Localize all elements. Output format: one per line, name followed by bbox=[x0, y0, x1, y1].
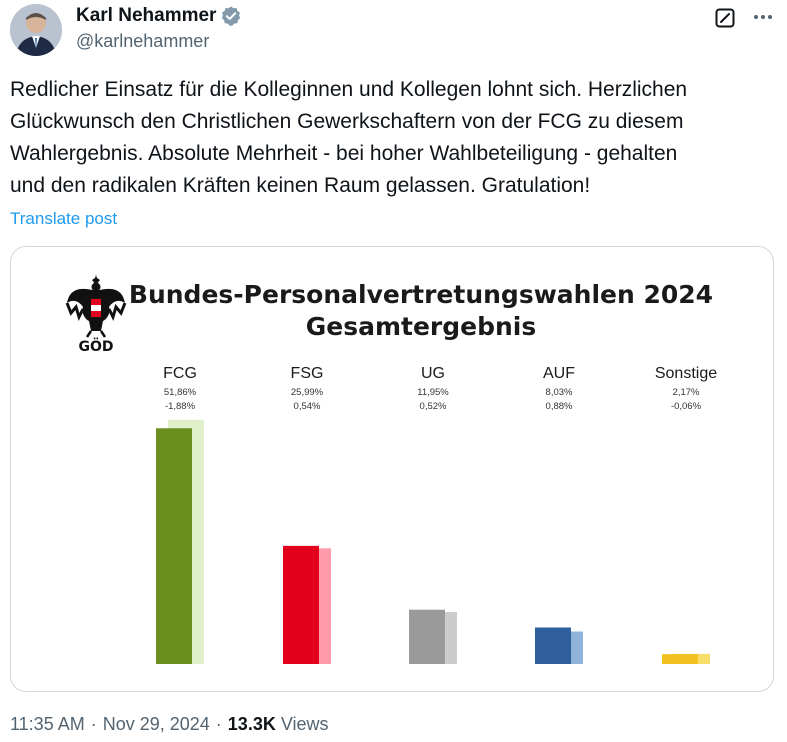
chart-labels: FCG 51,86% -1,88% FSG 25,99% 0,54% UG 11,95% 0,5… bbox=[163, 365, 717, 412]
translate-post-link[interactable]: Translate post bbox=[10, 209, 118, 228]
more-icon[interactable] bbox=[750, 4, 776, 30]
separator: · bbox=[215, 714, 222, 734]
chart-subtitle: Gesamtergebnis bbox=[306, 312, 537, 341]
avatar[interactable] bbox=[10, 4, 62, 56]
category-label: UG bbox=[421, 365, 445, 382]
category-label: Sonstige bbox=[655, 365, 717, 382]
change-label: -1,88% bbox=[165, 401, 196, 412]
post-text: Redlicher Einsatz für die Kolleginnen un… bbox=[10, 78, 688, 197]
change-label: 0,52% bbox=[420, 401, 447, 412]
value-label: 2,17% bbox=[673, 387, 700, 398]
author-display-name[interactable]: Karl Nehammer bbox=[76, 5, 217, 26]
author-handle[interactable]: @karlnehammer bbox=[76, 31, 210, 51]
verified-badge-icon bbox=[220, 5, 242, 27]
post-header: Karl Nehammer @karlnehammer bbox=[10, 4, 777, 56]
post-time[interactable]: 11:35 AM bbox=[10, 714, 85, 734]
change-label: -0,06% bbox=[671, 401, 702, 412]
change-label: 0,88% bbox=[546, 401, 573, 412]
bar-fcg bbox=[156, 428, 192, 664]
bar-auf bbox=[535, 627, 571, 664]
eagle-logo-icon bbox=[65, 275, 127, 338]
separator: · bbox=[90, 714, 97, 734]
chart-title: Bundes-Personalvertretungswahlen 2024 bbox=[129, 280, 713, 309]
category-label: FSG bbox=[291, 365, 324, 382]
chart-bars bbox=[156, 419, 710, 664]
post-media-image[interactable]: GÖD Bundes-Personalvertretungswahlen 202… bbox=[10, 246, 774, 692]
post-footer: 11:35 AM · Nov 29, 2024 · 13.3K Views bbox=[10, 714, 329, 735]
value-label: 25,99% bbox=[291, 387, 324, 398]
grok-icon[interactable] bbox=[715, 8, 735, 28]
bar-fsg bbox=[283, 545, 319, 664]
author-name-row: Karl Nehammer bbox=[76, 4, 242, 28]
election-chart: GÖD Bundes-Personalvertretungswahlen 202… bbox=[65, 275, 717, 664]
category-label: FCG bbox=[163, 365, 197, 382]
views-label: Views bbox=[280, 714, 329, 734]
value-label: 8,03% bbox=[546, 387, 573, 398]
category-label: AUF bbox=[543, 365, 575, 382]
views-count: 13.3K bbox=[227, 714, 276, 734]
post-date[interactable]: Nov 29, 2024 bbox=[102, 714, 210, 734]
bar-sonstige bbox=[662, 654, 698, 664]
bar-ug bbox=[409, 609, 445, 664]
change-label: 0,54% bbox=[294, 401, 321, 412]
value-label: 51,86% bbox=[164, 387, 197, 398]
value-label: 11,95% bbox=[417, 387, 449, 398]
logo-text: GÖD bbox=[78, 337, 113, 355]
